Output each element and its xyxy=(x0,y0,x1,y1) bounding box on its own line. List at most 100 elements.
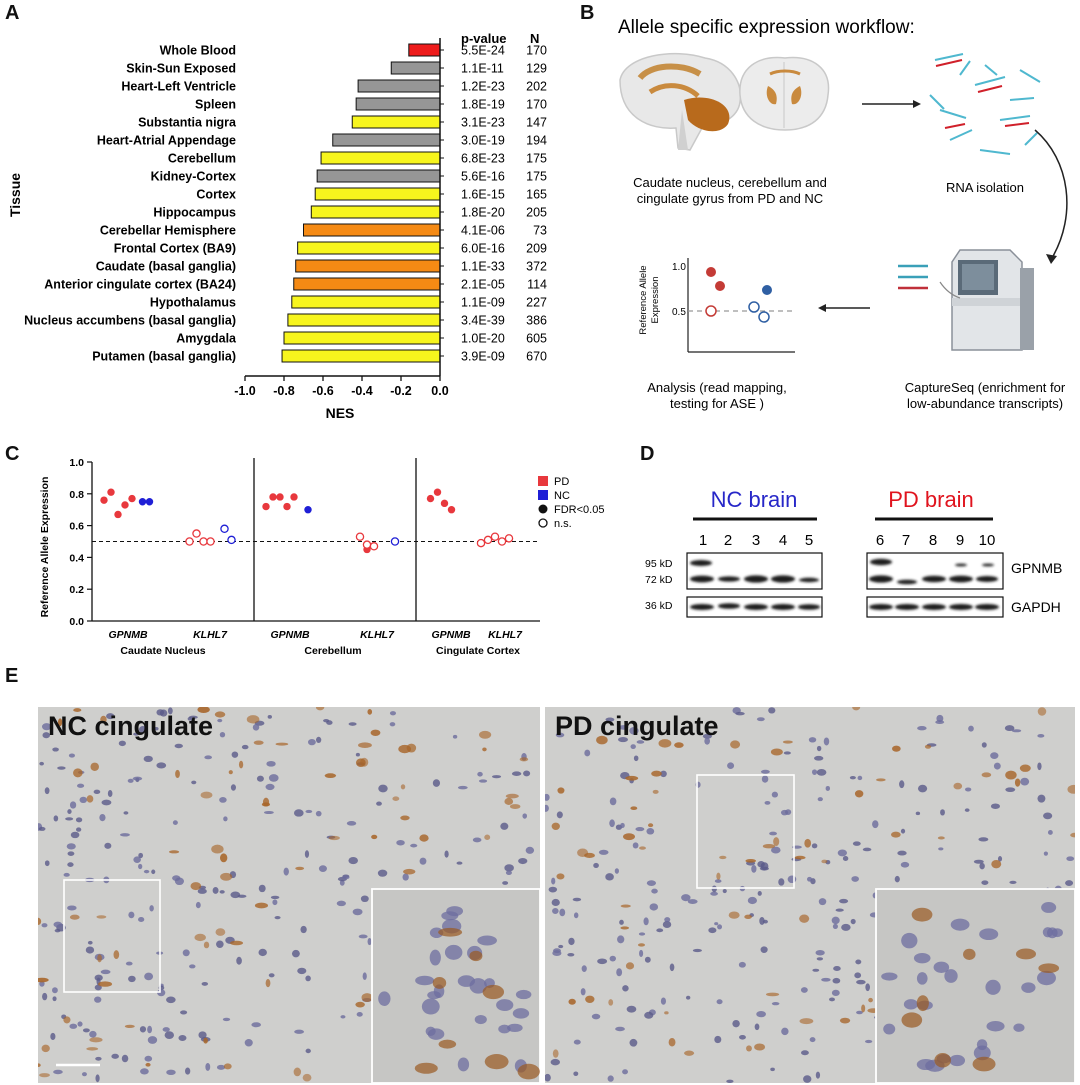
lane-9: 9 xyxy=(956,532,964,549)
stain-mark xyxy=(69,914,80,920)
step4-caption-line1: Analysis (read mapping, xyxy=(647,380,786,395)
inset-nucleus xyxy=(881,972,898,981)
stain-mark xyxy=(355,1001,365,1008)
inset-stain xyxy=(963,948,976,960)
inset-nucleus xyxy=(979,928,999,941)
nucleus-mark xyxy=(162,1027,170,1032)
data-point xyxy=(290,493,298,501)
nucleus-mark xyxy=(118,740,126,747)
stain-mark xyxy=(86,1047,99,1051)
lane-10: 10 xyxy=(979,532,996,549)
stain-mark xyxy=(265,979,271,988)
stain-mark xyxy=(991,859,1002,869)
stain-mark xyxy=(1067,784,1075,794)
pvalue-value: 1.6E-15 xyxy=(461,188,505,202)
legend-label-nc: NC xyxy=(554,490,570,502)
stain-mark xyxy=(253,740,264,745)
nucleus-mark xyxy=(101,799,112,806)
nucleus-mark xyxy=(270,895,280,900)
bar xyxy=(355,97,441,111)
gene-label: GPNMB xyxy=(270,629,310,641)
nucleus-mark xyxy=(842,856,849,862)
sequencer-illustration xyxy=(898,249,1034,351)
nucleus-mark xyxy=(156,709,165,716)
nucleus-mark xyxy=(99,814,106,822)
nucleus-mark xyxy=(219,732,226,738)
stain-mark xyxy=(419,834,429,842)
stain-mark xyxy=(519,757,529,762)
nucleus-mark xyxy=(149,905,154,912)
stain-mark xyxy=(981,772,992,778)
nucleus-mark xyxy=(551,877,556,885)
nucleus-mark xyxy=(829,997,835,1002)
nucleus-mark xyxy=(662,920,672,929)
inset-nucleus xyxy=(949,1054,966,1067)
tissue-label: Hypothalamus xyxy=(150,296,236,310)
nucleus-mark xyxy=(619,919,624,925)
stain-mark xyxy=(39,1073,50,1078)
stain-mark xyxy=(794,855,806,860)
nucleus-mark xyxy=(111,1053,119,1059)
stain-mark xyxy=(854,790,864,798)
n-value: 227 xyxy=(526,296,547,310)
nucleus-mark xyxy=(151,869,156,875)
panel-label-e: E xyxy=(5,665,19,687)
nucleus-mark xyxy=(377,869,388,877)
nucleus-mark xyxy=(626,1005,637,1013)
stain-mark xyxy=(861,1004,866,1013)
nucleus-mark xyxy=(568,937,575,946)
nucleus-mark xyxy=(389,711,397,716)
data-point xyxy=(276,493,284,501)
nucleus-mark xyxy=(618,725,629,730)
nucleus-mark xyxy=(120,833,130,837)
c-y-tick-label: 1.0 xyxy=(69,457,84,469)
nucleus-mark xyxy=(144,972,154,981)
nucleus-mark xyxy=(756,1011,766,1018)
nucleus-mark xyxy=(336,900,346,907)
nucleus-mark xyxy=(771,791,778,798)
stain-mark xyxy=(203,1037,208,1044)
nucleus-mark xyxy=(41,923,48,928)
nucleus-mark xyxy=(339,879,345,886)
nucleus-mark xyxy=(1043,812,1053,820)
nucleus-mark xyxy=(38,826,46,831)
nucleus-mark xyxy=(651,888,658,894)
nucleus-mark xyxy=(643,917,649,926)
pvalue-value: 6.0E-16 xyxy=(461,242,505,256)
nucleus-mark xyxy=(681,894,691,902)
nucleus-mark xyxy=(635,827,645,832)
stain-mark xyxy=(504,797,514,805)
stain-mark xyxy=(100,715,107,724)
stain-mark xyxy=(728,911,740,919)
nucleus-mark xyxy=(759,866,769,871)
nucleus-mark xyxy=(555,732,565,738)
stain-mark xyxy=(765,992,780,997)
nucleus-mark xyxy=(851,876,859,882)
stain-mark xyxy=(509,804,521,810)
nucleus-mark xyxy=(936,714,944,723)
nucleus-mark xyxy=(815,1071,821,1079)
nucleus-mark xyxy=(556,811,563,819)
legend-marker-fdr xyxy=(538,504,548,514)
stain-mark xyxy=(876,778,886,782)
nucleus-mark xyxy=(605,717,615,722)
nucleus-mark xyxy=(726,1079,734,1083)
nucleus-mark xyxy=(456,861,463,865)
nucleus-mark xyxy=(769,831,777,836)
nucleus-mark xyxy=(862,847,872,852)
nucleus-mark xyxy=(166,996,176,1004)
gene-label: KLHL7 xyxy=(193,629,228,641)
nucleus-mark xyxy=(856,1010,863,1015)
tissue-label: Substantia nigra xyxy=(138,116,237,130)
inset-nucleus xyxy=(1021,982,1036,993)
nucleus-mark xyxy=(727,762,735,770)
nucleus-mark xyxy=(644,956,651,963)
nucleus-mark xyxy=(979,862,985,870)
inset-stain xyxy=(911,907,933,922)
nucleus-mark xyxy=(518,858,528,865)
nucleus-mark xyxy=(125,961,133,966)
stain-mark xyxy=(953,782,963,790)
stain-mark xyxy=(200,791,213,799)
western-blot: NC brain PD brain 1 2 3 4 5 6 7 8 9 10 9… xyxy=(645,487,1062,618)
stain-mark xyxy=(782,740,793,744)
